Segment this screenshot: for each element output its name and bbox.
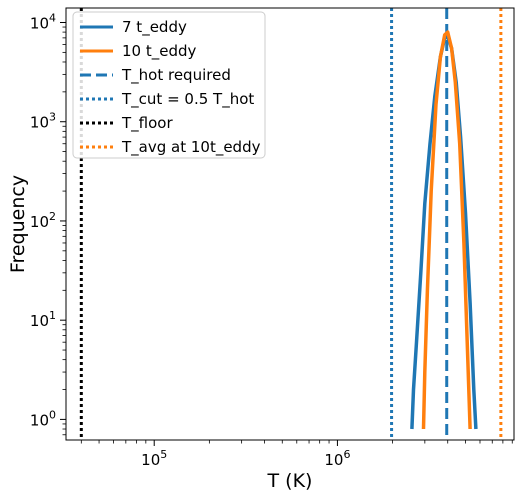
y-tick-label-exponent: 3 — [49, 111, 56, 124]
legend: 7 t_eddy 10 t_eddy T_hot required T_cut = 0… — [72, 11, 266, 159]
plot-frame — [65, 7, 515, 441]
y-tick-label-base: 10 — [30, 312, 49, 330]
y-axis-label: Frequency — [7, 175, 29, 273]
legend-label-6: T_avg at 10t_eddy — [121, 138, 261, 157]
legend-box — [72, 11, 266, 159]
y-tick-label-exponent: 2 — [49, 210, 56, 223]
legend-label-3: T_hot required — [121, 66, 231, 85]
x-tick-label-base: 10 — [324, 451, 343, 469]
x-tick-label-exponent: 5 — [160, 448, 167, 461]
y-tick-label: 102 — [30, 210, 56, 231]
x-tick-label-base: 10 — [141, 451, 160, 469]
series-line-2 — [421, 30, 472, 430]
y-tick-label-base: 10 — [30, 213, 49, 231]
y-tick-label-base: 10 — [30, 114, 49, 132]
y-tick-label-base: 10 — [30, 411, 49, 429]
y-tick-label-base: 10 — [30, 14, 49, 32]
x-axis-label: T (K) — [267, 470, 313, 492]
series-lines — [410, 30, 478, 430]
x-tick-label: 106 — [324, 448, 350, 469]
legend-label-1: 7 t_eddy — [122, 18, 187, 37]
y-tick-label: 103 — [30, 111, 56, 132]
y-tick-label: 100 — [30, 408, 56, 429]
x-tick-label-exponent: 6 — [343, 448, 350, 461]
y-tick-label-exponent: 1 — [49, 309, 56, 322]
x-tick-label: 105 — [141, 448, 167, 469]
y-tick-label: 104 — [30, 11, 56, 32]
legend-label-4: T_cut = 0.5 T_hot — [121, 90, 254, 109]
y-tick-label-exponent: 0 — [49, 408, 56, 421]
legend-label-2: 10 t_eddy — [122, 42, 197, 61]
y-tick-label-exponent: 4 — [49, 11, 56, 24]
legend-label-5: T_floor — [121, 114, 173, 133]
y-tick-label: 101 — [30, 309, 56, 330]
x-axis: 105 106 — [80, 440, 513, 469]
